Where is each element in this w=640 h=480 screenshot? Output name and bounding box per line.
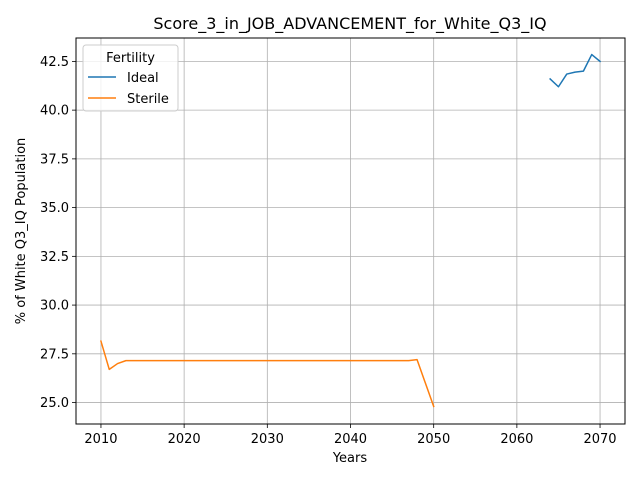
x-tick-label: 2030 — [251, 432, 284, 447]
y-tick-label: 35.0 — [40, 201, 69, 216]
legend-label-sterile: Sterile — [127, 92, 169, 107]
legend-box — [82, 44, 179, 112]
y-tick-label: 37.5 — [40, 152, 69, 167]
axis-ticks: 2010 2020 2030 2040 2050 2060 2070 25.0 27.5 30.0… — [40, 55, 617, 447]
x-tick-label: 2070 — [583, 432, 616, 447]
x-tick-label: 2040 — [334, 432, 367, 447]
grid — [76, 38, 625, 424]
y-tick-label: 42.5 — [40, 55, 69, 70]
series-line-ideal — [549, 53, 602, 88]
x-tick-label: 2020 — [168, 432, 201, 447]
series-line-sterile — [100, 340, 435, 408]
chart-title: Score_3_in_JOB_ADVANCEMENT_for_White_Q3_… — [153, 14, 546, 34]
y-tick-label: 40.0 — [40, 104, 69, 119]
y-tick-label: 32.5 — [40, 250, 69, 265]
y-tick-label: 30.0 — [40, 299, 69, 314]
legend: Fertility Ideal Sterile — [82, 44, 179, 112]
x-tick-label: 2010 — [84, 432, 117, 447]
x-tick-label: 2050 — [417, 432, 450, 447]
legend-label-ideal: Ideal — [127, 71, 159, 86]
x-tick-label: 2060 — [500, 432, 533, 447]
x-axis-label: Years — [332, 451, 368, 466]
legend-title: Fertility — [106, 51, 155, 66]
series-lines — [100, 53, 602, 408]
y-tick-label: 25.0 — [40, 396, 69, 411]
y-tick-label: 27.5 — [40, 347, 69, 362]
y-axis-label: % of White Q3_IQ Population — [14, 138, 29, 325]
